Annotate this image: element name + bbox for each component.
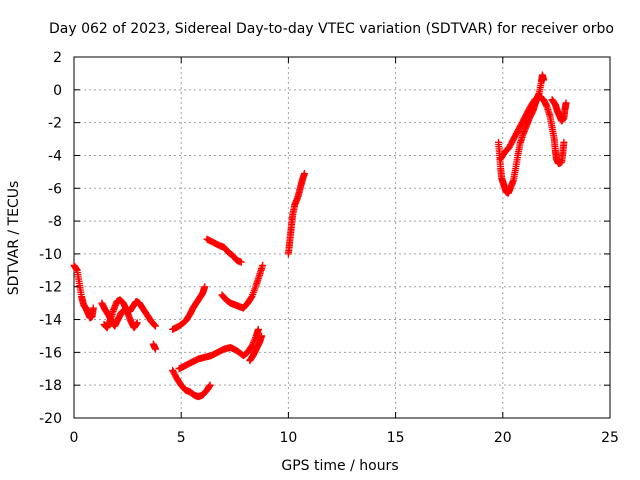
y-tick-label: -14 <box>39 313 62 329</box>
y-tick-label: -8 <box>48 214 62 230</box>
segment-seg-i <box>203 235 245 266</box>
y-tick-label: 0 <box>53 83 62 99</box>
y-tick-label: -16 <box>39 345 62 361</box>
x-tick-label: 0 <box>70 430 79 446</box>
data-point <box>150 320 158 328</box>
y-tick-label: 2 <box>53 50 62 66</box>
y-tick-label: -2 <box>48 116 62 132</box>
data-point <box>249 339 257 347</box>
data-points <box>70 71 570 401</box>
data-point <box>151 321 159 329</box>
data-point <box>151 345 159 353</box>
y-axis-label: SDTVAR / TECUs <box>6 181 22 296</box>
x-tick-label: 5 <box>177 430 186 446</box>
data-point <box>258 332 266 340</box>
data-point <box>259 261 267 269</box>
segment-seg-n <box>548 96 570 125</box>
data-point <box>89 304 97 312</box>
data-point <box>254 325 262 333</box>
data-point <box>201 283 209 291</box>
y-tick-label: -20 <box>39 411 62 427</box>
data-point <box>562 99 570 107</box>
data-point <box>560 138 568 146</box>
x-tick-label: 15 <box>387 430 405 446</box>
data-point <box>133 319 141 327</box>
y-tick-label: -6 <box>48 181 62 197</box>
plot-frame <box>73 56 611 419</box>
segment-seg-e <box>169 283 209 333</box>
segment-seg-g <box>175 325 262 373</box>
segment-seg-a <box>70 261 97 322</box>
y-tick-label: -4 <box>48 148 62 164</box>
data-point <box>300 170 308 178</box>
data-point <box>247 294 255 302</box>
y-tick-label: -12 <box>39 280 62 296</box>
y-tick-label: -18 <box>39 378 62 394</box>
segment-seg-f <box>169 366 214 401</box>
x-tick-label: 25 <box>601 430 619 446</box>
x-tick-label: 10 <box>279 430 297 446</box>
segment-seg-l <box>495 71 548 197</box>
segment-seg-j <box>218 261 267 312</box>
data-point <box>206 381 214 389</box>
data-point <box>237 258 245 266</box>
data-point <box>540 76 548 84</box>
chart-title: Day 062 of 2023, Sidereal Day-to-day VTE… <box>49 21 614 37</box>
segment-seg-c <box>100 296 159 332</box>
x-axis-label: GPS time / hours <box>281 458 398 474</box>
data-point <box>151 322 159 330</box>
y-tick-label: -10 <box>39 247 62 263</box>
data-point <box>248 342 256 350</box>
segment-seg-d <box>149 340 159 353</box>
x-tick-label: 20 <box>494 430 512 446</box>
segment-seg-k <box>284 170 308 258</box>
segment-seg-h <box>246 332 266 365</box>
segment-seg-m <box>497 92 568 168</box>
